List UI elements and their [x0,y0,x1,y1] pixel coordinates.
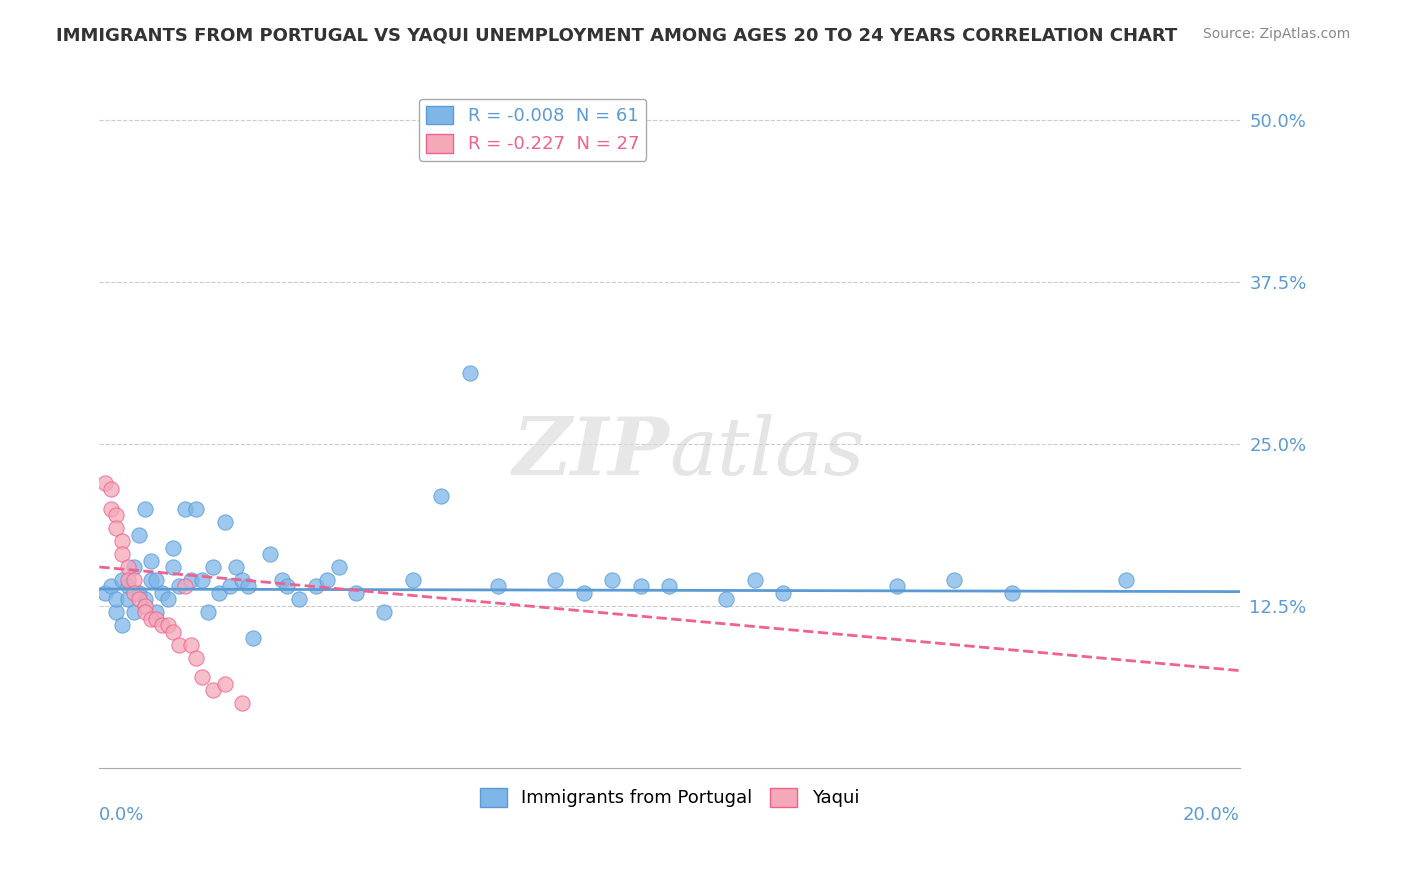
Point [744,573,766,587]
Point [122,573,145,587]
Point [186,650,208,665]
Point [458,366,481,380]
Point [145,612,167,626]
Point [162,560,184,574]
Point [344,586,367,600]
Point [402,573,425,587]
Point [111,573,134,587]
Point [191,573,214,587]
Text: ZIP: ZIP [513,414,669,491]
Point [122,560,145,574]
Point [145,573,167,587]
Point [270,573,292,587]
Point [162,624,184,639]
Point [105,592,128,607]
Point [373,605,395,619]
Point [658,579,681,593]
Point [214,676,236,690]
Point [117,560,139,574]
Point [105,508,128,523]
Point [180,573,202,587]
Point [111,547,134,561]
Point [242,631,264,645]
Point [128,592,150,607]
Point [139,612,162,626]
Point [100,483,122,497]
Point [128,586,150,600]
Point [173,501,195,516]
Point [219,579,242,593]
Text: IMMIGRANTS FROM PORTUGAL VS YAQUI UNEMPLOYMENT AMONG AGES 20 TO 24 YEARS CORRELA: IMMIGRANTS FROM PORTUGAL VS YAQUI UNEMPL… [56,27,1177,45]
Text: 20.0%: 20.0% [1182,806,1240,824]
Point [100,501,122,516]
Point [156,618,179,632]
Point [1115,573,1137,587]
Point [202,560,225,574]
Point [328,560,350,574]
Point [105,521,128,535]
Point [139,573,162,587]
Point [105,605,128,619]
Point [572,586,595,600]
Point [111,534,134,549]
Point [122,586,145,600]
Point [117,592,139,607]
Text: atlas: atlas [669,414,865,491]
Point [191,670,214,684]
Point [316,573,339,587]
Point [305,579,328,593]
Point [150,586,173,600]
Point [288,592,311,607]
Point [100,579,122,593]
Point [173,579,195,593]
Point [94,586,117,600]
Point [202,683,225,698]
Point [259,547,281,561]
Point [486,579,509,593]
Point [122,605,145,619]
Point [94,475,117,490]
Point [544,573,567,587]
Point [430,489,453,503]
Text: Source: ZipAtlas.com: Source: ZipAtlas.com [1202,27,1350,41]
Point [167,638,190,652]
Point [134,599,156,613]
Point [134,605,156,619]
Point [150,618,173,632]
Point [186,501,208,516]
Legend: Immigrants from Portugal, Yaqui: Immigrants from Portugal, Yaqui [472,780,866,814]
Point [886,579,908,593]
Point [162,541,184,555]
Point [943,573,966,587]
Text: 0.0%: 0.0% [100,806,145,824]
Point [139,553,162,567]
Point [111,618,134,632]
Point [630,579,652,593]
Point [208,586,231,600]
Point [772,586,794,600]
Point [167,579,190,593]
Point [231,696,253,710]
Point [602,573,624,587]
Point [145,605,167,619]
Point [156,592,179,607]
Point [225,560,247,574]
Point [214,515,236,529]
Point [276,579,298,593]
Point [197,605,219,619]
Point [117,579,139,593]
Point [180,638,202,652]
Point [716,592,738,607]
Point [134,592,156,607]
Point [1000,586,1022,600]
Point [236,579,259,593]
Point [231,573,253,587]
Point [128,527,150,541]
Point [117,573,139,587]
Point [134,501,156,516]
